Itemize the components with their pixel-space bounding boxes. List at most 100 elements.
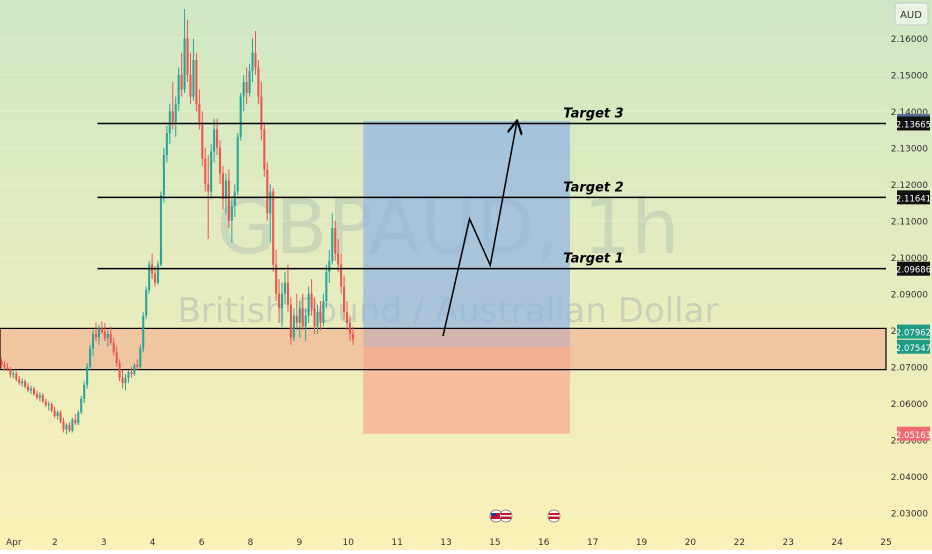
candle-body	[97, 328, 100, 338]
candle-body	[136, 364, 139, 367]
x-tick-label: 25	[880, 538, 891, 548]
x-tick-label: 22	[734, 538, 745, 548]
candle-body	[174, 103, 177, 123]
candle-body	[348, 322, 352, 334]
x-tick-label: 17	[587, 538, 598, 548]
candle-body	[340, 264, 343, 287]
price-label-text: 2.11641	[896, 194, 931, 204]
candle-body	[106, 333, 109, 339]
target-label: Target 2	[563, 180, 623, 195]
price-axis[interactable]: AUD 2.160002.150002.140002.130002.120002…	[891, 2, 931, 520]
candle-body	[307, 293, 310, 316]
candle-body	[278, 293, 281, 309]
price-label-badge	[897, 324, 930, 339]
candle-body	[257, 67, 260, 97]
candle-body	[133, 364, 136, 375]
candle-body	[275, 264, 278, 294]
candle-body	[91, 333, 95, 349]
x-tick-label: 20	[685, 538, 697, 548]
candle-body	[100, 328, 103, 333]
y-tick-label: 2.16000	[891, 35, 928, 45]
candle-body	[281, 293, 284, 309]
candle-body	[156, 264, 160, 283]
event-flags	[489, 509, 561, 523]
candle-body	[328, 260, 331, 272]
candle-body	[94, 333, 98, 338]
y-tick-label: 2.14000	[891, 108, 928, 118]
candle-body	[337, 253, 340, 265]
candle-body	[236, 136, 239, 192]
candle-body	[127, 372, 130, 378]
candle-body	[53, 410, 56, 416]
flag-icon[interactable]	[499, 509, 513, 523]
candle-body	[260, 96, 263, 130]
candle-body	[12, 373, 15, 375]
candle-body	[319, 311, 322, 323]
candle-body	[59, 412, 62, 422]
x-tick-label: 23	[782, 538, 793, 548]
x-tick-label: Apr	[6, 538, 22, 548]
x-tick-label: 16	[538, 538, 550, 548]
candle-body	[233, 191, 236, 207]
targets-layer: Target 3 Target 2 Target 1	[97, 106, 886, 270]
candle-body	[204, 158, 207, 185]
candle-body	[112, 342, 115, 353]
flag-icon[interactable]	[489, 509, 503, 523]
candle-body	[263, 129, 266, 170]
candle-body	[47, 403, 50, 406]
candle-body	[186, 38, 189, 75]
candle-body	[65, 425, 68, 430]
candle-body	[198, 103, 201, 123]
candle-body	[71, 419, 74, 431]
candle-body	[62, 421, 65, 430]
y-tick-label: 2.04000	[891, 473, 928, 483]
candle-body	[230, 206, 233, 221]
x-tick-label: 11	[391, 538, 402, 548]
candle-body	[83, 384, 86, 399]
candle-body	[29, 388, 33, 391]
candle-body	[331, 228, 334, 261]
candle-body	[207, 184, 210, 192]
price-label-badge	[897, 261, 930, 276]
candle-body	[251, 52, 254, 72]
candle-body	[121, 377, 124, 384]
currency-badge[interactable]	[894, 2, 929, 26]
candle-body	[221, 173, 225, 199]
price-label-badge	[897, 116, 930, 131]
candle-body	[269, 191, 272, 214]
candle-body	[304, 315, 307, 327]
candle-body	[9, 369, 12, 375]
candle-body	[227, 180, 230, 221]
candle-body	[295, 315, 298, 323]
candle-body	[148, 264, 151, 291]
x-tick-label: 19	[636, 538, 648, 548]
candle-body	[313, 308, 316, 327]
target-label: Target 1	[563, 252, 623, 267]
candle-body	[325, 271, 328, 302]
price-label-badge	[897, 426, 930, 441]
candle-body	[80, 398, 83, 413]
candle-body	[224, 180, 227, 199]
candle-body	[41, 395, 44, 402]
price-label-badge	[897, 339, 930, 354]
candle-body	[195, 60, 198, 104]
flag-icon[interactable]	[547, 509, 561, 523]
candle-body	[316, 311, 319, 327]
candle-body	[86, 366, 89, 385]
projection-layer	[442, 122, 517, 337]
candle-body	[0, 361, 3, 365]
y-ticks: 2.16000 2.15000 2.14000 2.13000 2.12000 2.110…	[891, 35, 928, 519]
y-tick-label: 2.11000	[891, 218, 928, 228]
candle-body	[254, 52, 257, 68]
candle-body	[56, 412, 59, 416]
candle-body	[24, 381, 27, 387]
x-tick-label: 15	[489, 538, 500, 548]
x-tick-label: 24	[831, 538, 843, 548]
candle-body	[301, 308, 304, 327]
time-axis[interactable]: Apr 2 3 4 6 8 9 10 11 13 15 16 17 19 20 22 23 24 25	[6, 538, 892, 548]
candle-body	[248, 71, 251, 93]
candle-body	[6, 367, 9, 370]
price-label-text: 2.05163	[896, 431, 931, 441]
